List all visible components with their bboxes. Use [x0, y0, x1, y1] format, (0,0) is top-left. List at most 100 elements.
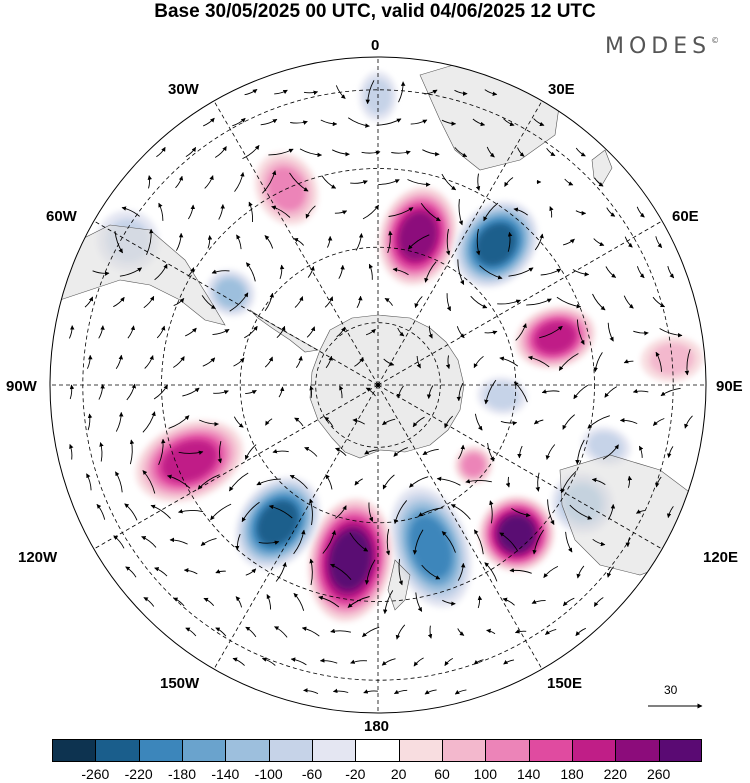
wind-arrow — [407, 234, 430, 250]
wind-arrow — [325, 474, 333, 490]
wind-arrow — [304, 446, 318, 457]
wind-arrow — [168, 415, 190, 429]
wind-arrow — [258, 540, 280, 545]
wind-arrow — [483, 202, 499, 222]
wind-arrow — [129, 439, 135, 465]
wind-arrow — [533, 419, 544, 425]
wind-arrow — [543, 565, 559, 578]
wind-arrow — [244, 88, 258, 96]
wind-arrow — [173, 298, 185, 307]
wind-arrow — [655, 236, 663, 249]
wind-arrow — [486, 628, 496, 635]
colorbar-swatch — [355, 739, 399, 762]
wind-arrow — [245, 568, 257, 576]
wind-arrow — [331, 149, 350, 157]
wind-arrow — [378, 179, 400, 185]
colorbar-tick-label: 260 — [646, 766, 671, 782]
meridian-line — [93, 384, 379, 550]
madagascar — [591, 149, 613, 186]
wind-arrow — [573, 384, 589, 400]
wind-arrow — [475, 228, 481, 256]
anomaly-contour — [462, 453, 485, 477]
wind-arrow — [233, 357, 245, 367]
wind-arrow — [306, 326, 316, 338]
wind-arrow — [376, 118, 402, 126]
wind-arrow — [541, 389, 560, 394]
wind-arrow — [350, 659, 368, 664]
wind-arrow — [233, 416, 244, 428]
wind-arrow — [385, 528, 391, 556]
wind-arrow — [274, 626, 288, 638]
meridian-line — [377, 384, 663, 550]
wind-arrow — [457, 562, 466, 581]
wind-arrow — [465, 479, 492, 484]
wind-arrow — [361, 150, 381, 155]
brand-mark: © — [711, 36, 720, 45]
wind-arrow — [517, 445, 523, 459]
anomaly-center — [454, 201, 538, 288]
wind-arrow — [458, 199, 463, 226]
wind-arrow — [335, 447, 347, 456]
wind-arrow — [365, 387, 376, 397]
wind-arrow — [241, 501, 260, 523]
wind-arrow — [441, 173, 457, 191]
colorbar-tick-label: 20 — [390, 766, 407, 782]
wind-arrow — [424, 89, 438, 95]
wind-arrow — [210, 503, 232, 521]
wind-arrow — [484, 379, 497, 405]
wind-arrow — [534, 233, 544, 251]
colorbar-tick-label: -60 — [301, 766, 323, 782]
lon-label-180: 180 — [364, 718, 390, 735]
colorbar-tick-label: 100 — [473, 766, 497, 782]
wind-arrow — [321, 175, 337, 189]
wind-arrow — [397, 327, 405, 337]
south-pole-marker — [376, 383, 380, 387]
wind-arrow — [114, 231, 123, 254]
wind-arrow — [124, 503, 138, 521]
anomaly-contour — [215, 278, 246, 307]
colorbar-swatch — [658, 739, 702, 762]
wind-arrow — [121, 206, 140, 217]
wind-arrow — [487, 442, 495, 462]
wind-arrow — [142, 470, 156, 494]
wind-arrow — [289, 172, 309, 192]
wind-arrow — [364, 559, 376, 585]
wind-arrow — [445, 355, 451, 370]
wind-arrow — [470, 295, 488, 309]
wind-arrow — [214, 146, 227, 158]
wind-arrow — [290, 120, 308, 125]
wind-arrow — [248, 201, 254, 223]
wind-vectors — [68, 80, 693, 695]
colorbar-swatch — [52, 739, 96, 762]
wind-arrow — [428, 325, 433, 339]
wind-arrow — [354, 478, 363, 486]
wind-arrow — [556, 296, 582, 309]
wind-arrow — [636, 266, 645, 279]
wind-arrow — [474, 413, 483, 431]
colorbar-swatch — [225, 739, 269, 762]
wind-arrow — [309, 558, 314, 586]
wind-arrow — [633, 330, 649, 336]
wind-arrow — [426, 385, 434, 399]
wind-arrow — [264, 356, 273, 368]
wind-arrow — [619, 417, 638, 425]
wind-arrow — [261, 657, 276, 666]
wind-arrow — [330, 628, 352, 634]
wind-arrow — [565, 531, 573, 553]
wind-arrow — [454, 689, 467, 695]
wind-arrow — [289, 474, 308, 489]
wind-arrow — [322, 530, 337, 554]
wind-arrow — [293, 592, 305, 611]
wind-arrow — [424, 689, 437, 695]
wind-arrow — [625, 537, 631, 548]
wind-arrow — [235, 596, 243, 608]
wind-arrow — [294, 296, 304, 308]
wind-arrow — [593, 238, 605, 247]
anomaly-contour — [499, 516, 535, 552]
wind-arrow — [349, 532, 369, 552]
anomaly-center — [206, 269, 255, 317]
wind-arrow — [212, 329, 230, 336]
wind-arrow — [445, 228, 451, 256]
wind-arrow — [185, 327, 197, 337]
wind-arrow — [364, 449, 378, 455]
